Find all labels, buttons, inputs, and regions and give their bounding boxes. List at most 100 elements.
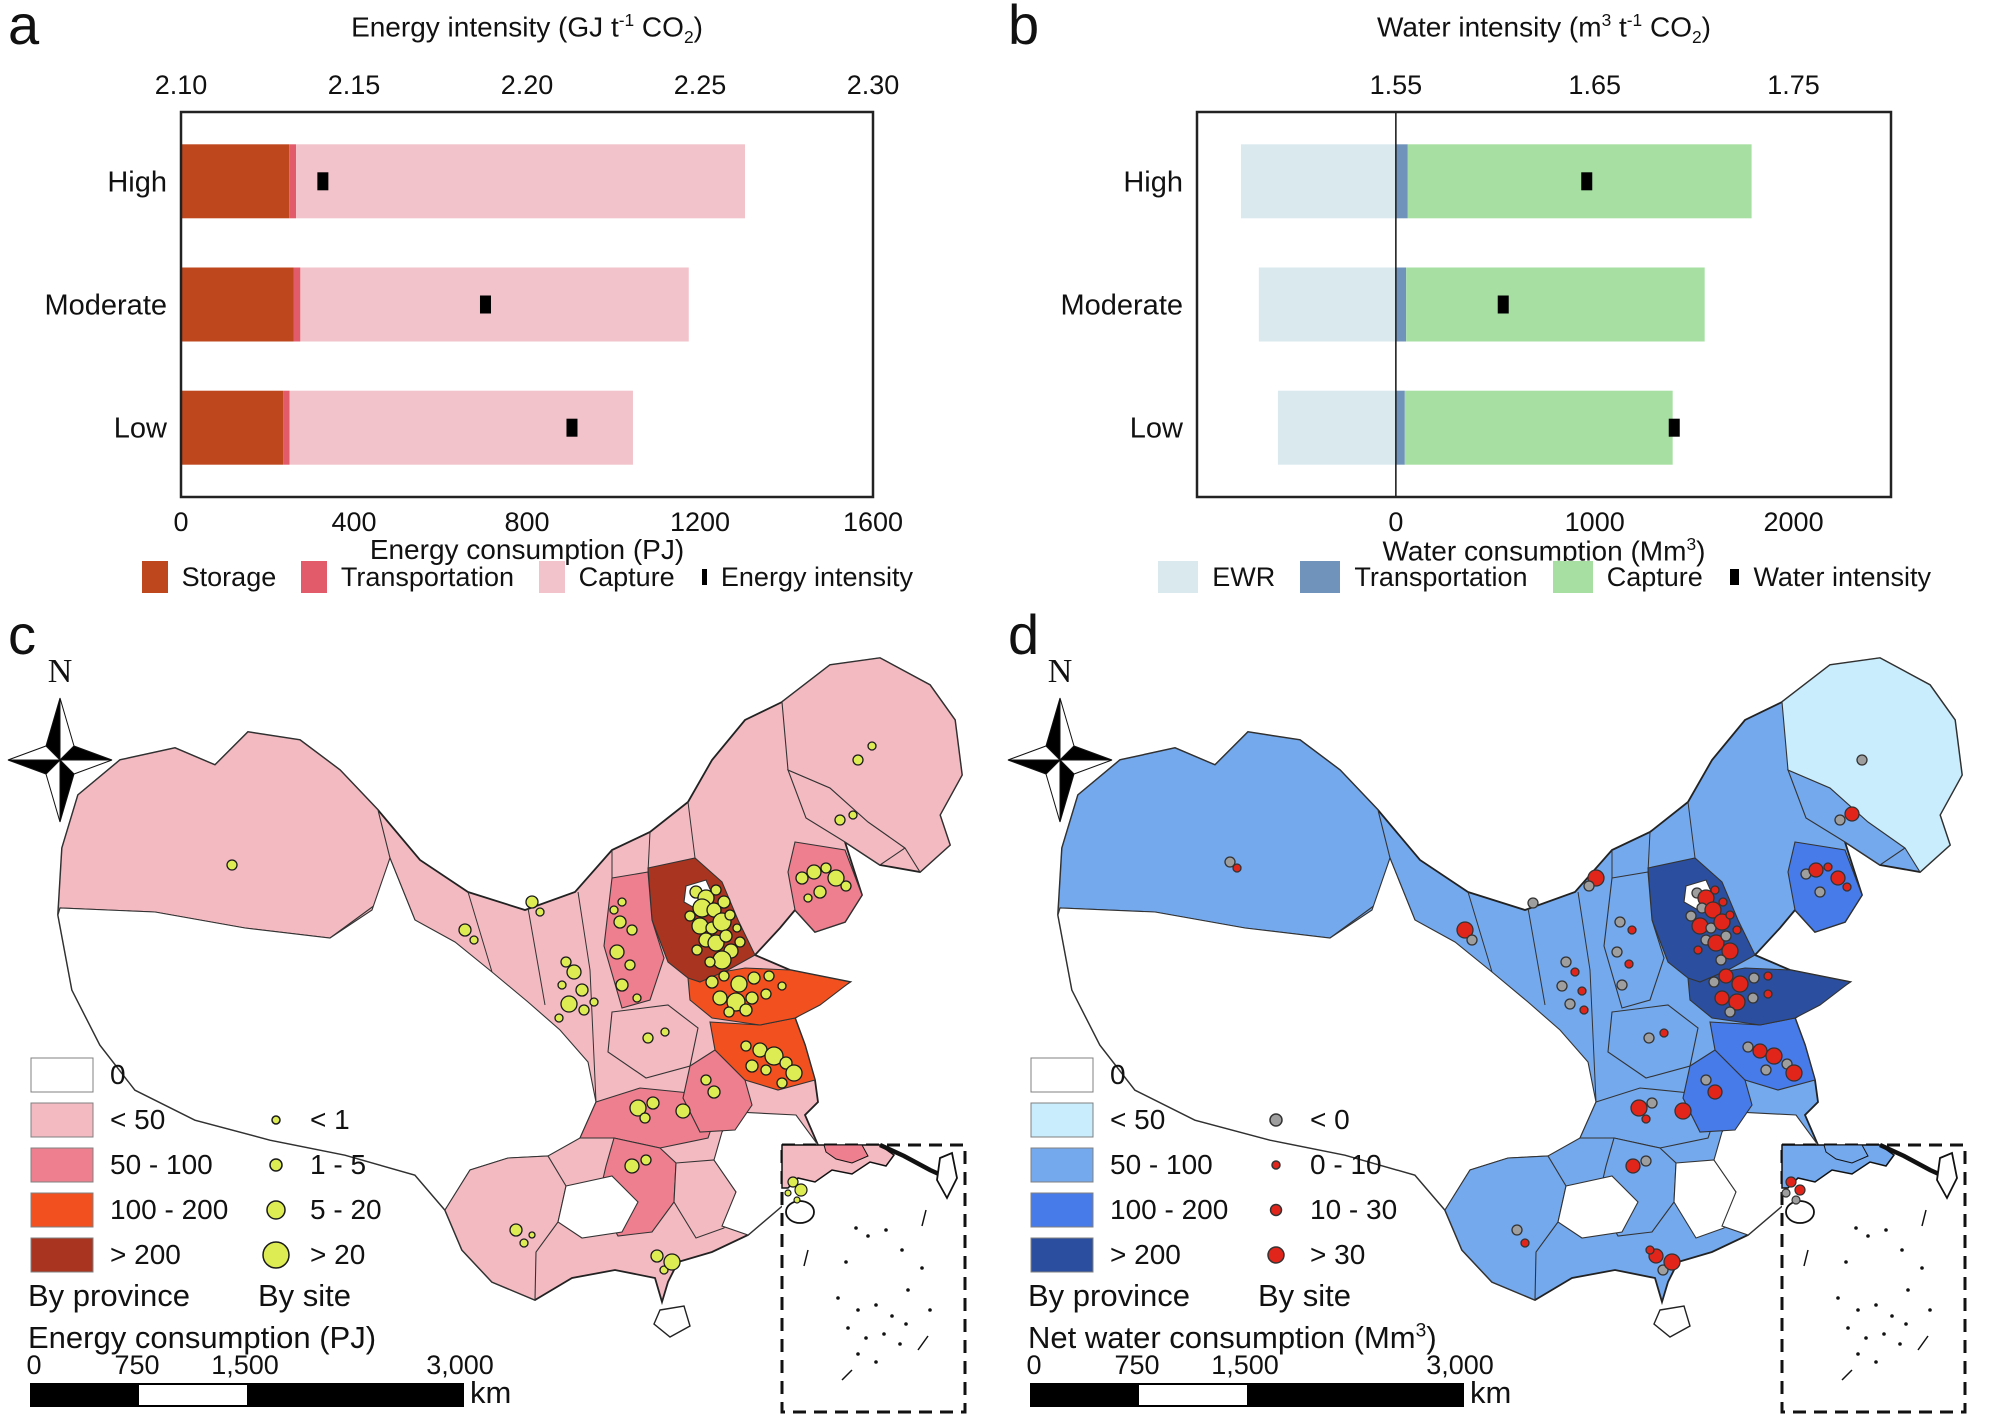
site-dot [732, 923, 742, 933]
site-class-label: 5 - 20 [310, 1194, 382, 1225]
legend-label-ewr: EWR [1212, 561, 1276, 592]
bar-segment-storage-low [181, 390, 284, 465]
bottom-axis-tick-label: 0 [173, 507, 188, 537]
inset-islet [904, 1322, 908, 1326]
bar-segment-transportation-low [283, 390, 290, 465]
legend-label-water-intensity: Water intensity [1753, 561, 1931, 592]
bar-segment-transportation-high [1395, 144, 1408, 219]
legend-label-transportation: Transportation [340, 561, 514, 592]
site-dot [557, 980, 567, 990]
inset-islet [1856, 1308, 1860, 1312]
site-dot [1511, 1224, 1523, 1236]
inset-islet [866, 1234, 870, 1238]
by-site-heading: By site [258, 1278, 352, 1313]
site-dot [1583, 880, 1595, 892]
site-dot [1856, 754, 1868, 766]
inset-islet [928, 1308, 932, 1312]
north-label: N [48, 653, 73, 690]
site-dot [1714, 990, 1730, 1006]
site-symbol [1269, 1113, 1283, 1127]
class-swatch [30, 1102, 94, 1138]
top-axis-tick-label: 2.15 [328, 70, 381, 100]
island-hainan [1653, 1305, 1691, 1338]
intensity-marker-high [1581, 172, 1593, 191]
site-dot [1663, 1253, 1681, 1271]
scalebar-tick: 0 [26, 1350, 42, 1380]
north-label: N [1048, 653, 1073, 690]
site-dot [1721, 942, 1739, 960]
province-class-row: 0 [30, 1055, 126, 1095]
inset-site-dot [1794, 1184, 1806, 1196]
title-text: CO [1642, 11, 1692, 43]
energy-intensity-axis-title: Energy intensity (GJ t-1 CO2) [181, 10, 873, 48]
site-dot [1842, 882, 1852, 892]
site-dot [1624, 959, 1634, 969]
capture-swatch [1552, 561, 1593, 593]
site-dot [1674, 1102, 1692, 1120]
site-dot [1718, 897, 1728, 907]
bottom-axis-tick-label: 0 [1388, 507, 1403, 537]
site-symbol [271, 1115, 281, 1125]
site-dot [1577, 986, 1587, 996]
site-dot [639, 1112, 651, 1124]
class-label: 0 [110, 1059, 126, 1090]
province-class-row: 0 [1030, 1055, 1126, 1095]
inset-islet [1854, 1226, 1858, 1230]
caption-superscript: 3 [1415, 1320, 1427, 1342]
class-label: 50 - 100 [110, 1149, 213, 1180]
site-dot [1659, 1028, 1669, 1038]
inset-site-dot [784, 1189, 792, 1197]
site-dot [707, 934, 725, 952]
title-text: t [1611, 11, 1627, 43]
site-class-label: 10 - 30 [1310, 1194, 1398, 1225]
scalebar-unit: km [470, 1375, 512, 1410]
site-dot [1710, 885, 1720, 895]
site-dot [1728, 993, 1746, 1011]
site-dot [1466, 934, 1478, 946]
north-arrow [1007, 745, 1062, 761]
site-symbol [269, 1158, 283, 1172]
inset-islet-line [921, 1209, 927, 1227]
class-label: 0 [1110, 1059, 1126, 1090]
province-border [1647, 831, 1651, 873]
china-energy-consumption-map: N [7, 653, 967, 1414]
top-axis-tick-label: 1.75 [1767, 70, 1820, 100]
site-dot [509, 1223, 523, 1237]
province-border [467, 891, 493, 973]
inset-islet [1856, 1352, 1860, 1356]
panel-c-label: c [8, 603, 36, 666]
site-dot [1630, 1099, 1648, 1117]
site-dot [575, 983, 589, 997]
axis-label-text: Water consumption (Mm [1382, 535, 1687, 567]
category-label-low: Low [114, 413, 168, 445]
scalebar-tick: 750 [114, 1350, 160, 1380]
site-dot [613, 915, 627, 929]
scalebar-unit: km [1470, 1375, 1512, 1410]
inset-islet [884, 1228, 888, 1232]
site-dot [1693, 945, 1703, 955]
site-dot [740, 1040, 752, 1052]
category-label-low: Low [1130, 413, 1184, 445]
province-border [1687, 801, 1696, 859]
legend-label-capture: Capture [1606, 561, 1703, 592]
bar-segment-capture-low [1404, 390, 1673, 465]
inset-frame [1780, 1143, 1967, 1414]
site-dot [629, 1099, 647, 1117]
site-dot [723, 1006, 735, 1018]
inset-islet [1898, 1342, 1902, 1346]
water-intensity-marker-icon [1729, 569, 1740, 585]
map-d-caption: Net water consumption (Mm3) [1028, 1320, 1437, 1356]
province-border [647, 831, 651, 873]
site-class-row: < 1 [258, 1100, 350, 1140]
inset-islet [844, 1260, 848, 1264]
map-c-caption: Energy consumption (PJ) [28, 1320, 376, 1356]
chart-a-legend: Storage Transportation Capture Energy in… [141, 560, 913, 594]
site-dot [1691, 917, 1709, 935]
scale-bar [30, 1383, 464, 1407]
site-symbol [1269, 1203, 1283, 1217]
site-dot [760, 1064, 772, 1076]
site-dot [710, 884, 722, 896]
bar-segment-ewr-moderate [1258, 267, 1396, 342]
province-guizhou [557, 1175, 639, 1239]
